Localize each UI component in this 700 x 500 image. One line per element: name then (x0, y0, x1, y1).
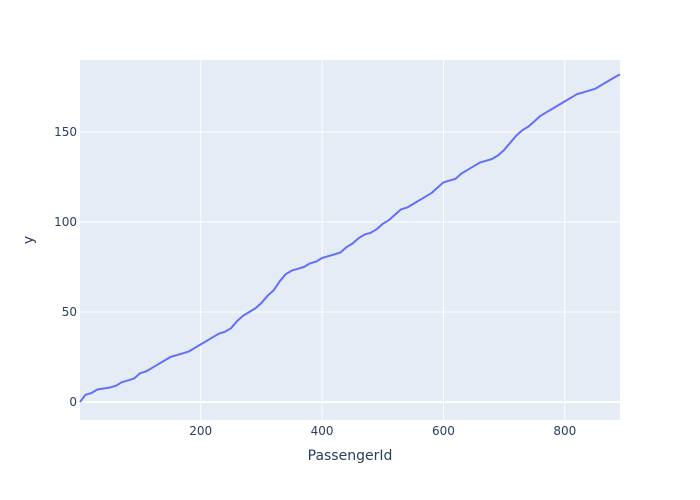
series-group (79, 73, 621, 403)
x-tick-label: 800 (553, 424, 576, 438)
y-tick-labels: 0 50 100 150 (54, 125, 77, 409)
x-axis-title: PassengerId (308, 448, 393, 464)
x-tick-label: 600 (432, 424, 455, 438)
x-tick-label: 200 (189, 424, 212, 438)
y-tick-label: 50 (62, 305, 77, 319)
grid-lines (80, 60, 620, 420)
y-tick-label: 100 (54, 215, 77, 229)
y-tick-label: 150 (54, 125, 77, 139)
plot-area (80, 60, 620, 420)
x-tick-label: 400 (311, 424, 334, 438)
y-axis-title: y (21, 236, 37, 244)
y-tick-label: 0 (69, 395, 77, 409)
series-line-0 (79, 73, 621, 403)
x-tick-labels: 200 400 600 800 (189, 424, 576, 438)
